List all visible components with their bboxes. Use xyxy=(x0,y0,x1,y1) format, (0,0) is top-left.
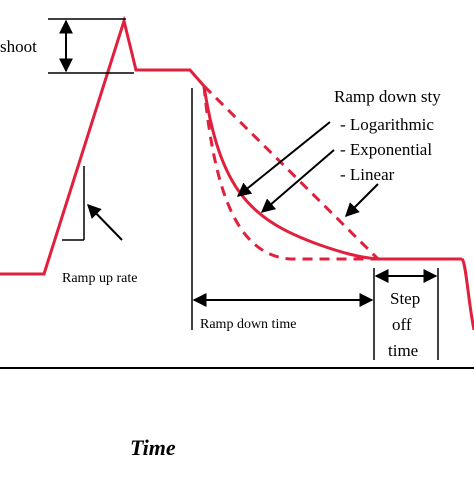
overshoot-label: shoot xyxy=(0,37,37,56)
x-axis-title: Time xyxy=(130,435,176,460)
ramp-down-log-curve xyxy=(202,85,462,261)
style-exponential-label: - Exponential xyxy=(340,140,432,159)
step-off-drop-curve xyxy=(460,257,474,331)
ramp-up-rate-pointer-arrow xyxy=(87,203,123,241)
logarithmic-pointer-arrow xyxy=(236,121,331,197)
ramp-down-linear-line xyxy=(202,84,380,261)
linear-pointer-arrow xyxy=(345,183,379,217)
step-off-label-line3: time xyxy=(388,341,418,360)
ramp-down-styles-title: Ramp down sty xyxy=(334,87,441,106)
style-logarithmic-label: - Logarithmic xyxy=(340,115,434,134)
step-off-label-line2: off xyxy=(392,315,412,334)
exponential-pointer-arrow xyxy=(260,149,335,213)
style-linear-label: - Linear xyxy=(340,165,395,184)
ramp-down-time-label: Ramp down time xyxy=(200,317,296,332)
ramp-down-exp-curve xyxy=(202,85,380,261)
profile-curve-ramp-up xyxy=(0,15,206,276)
step-off-label-line1: Step xyxy=(390,289,420,308)
ramp-up-rate-label: Ramp up rate xyxy=(62,271,137,286)
